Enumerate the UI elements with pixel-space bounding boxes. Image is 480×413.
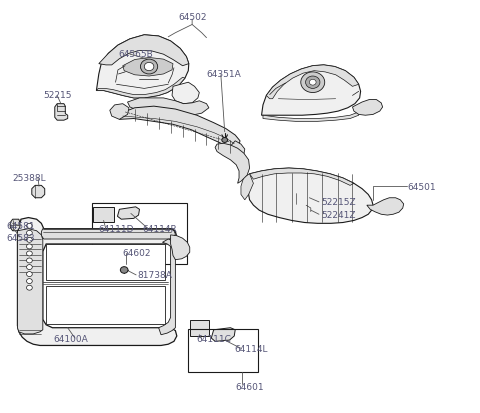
Circle shape [222,138,228,143]
Polygon shape [170,235,190,260]
Circle shape [144,63,154,71]
Polygon shape [110,104,129,120]
Text: 64111D: 64111D [99,225,134,234]
Text: 64114R: 64114R [142,225,177,234]
Text: 64501: 64501 [408,182,436,191]
Polygon shape [352,100,383,116]
Text: 64111C: 64111C [196,335,231,344]
Polygon shape [96,36,189,99]
Circle shape [306,77,320,89]
Polygon shape [123,58,173,77]
Text: 52215Z: 52215Z [322,198,356,207]
Circle shape [26,285,32,290]
Circle shape [26,252,32,256]
Bar [92,203,187,264]
Text: 64581: 64581 [6,222,35,231]
Polygon shape [295,206,311,215]
Text: 81738A: 81738A [137,270,172,279]
Text: 64100A: 64100A [53,335,88,344]
Circle shape [301,73,324,93]
Polygon shape [128,99,209,117]
Polygon shape [55,104,68,121]
Bar [46,244,165,280]
Circle shape [26,272,32,277]
Polygon shape [158,240,175,335]
Polygon shape [41,229,175,240]
Circle shape [26,279,32,284]
Polygon shape [263,113,359,122]
Polygon shape [99,36,189,66]
Polygon shape [96,78,185,99]
Circle shape [26,238,32,243]
Circle shape [26,259,32,263]
Bar [188,329,258,372]
Polygon shape [211,328,235,342]
Text: 25388L: 25388L [12,174,46,183]
Bar [93,208,114,222]
Polygon shape [249,169,373,224]
Polygon shape [215,144,250,184]
Text: 64114L: 64114L [234,344,268,353]
Circle shape [26,265,32,270]
Bar [46,286,165,324]
Polygon shape [172,83,199,104]
Circle shape [26,231,32,236]
Polygon shape [250,169,354,186]
Polygon shape [17,229,43,334]
Polygon shape [367,198,404,216]
Text: 64351A: 64351A [206,70,241,79]
Polygon shape [229,142,245,158]
Polygon shape [241,174,253,200]
Polygon shape [295,193,308,204]
Polygon shape [32,186,45,198]
Polygon shape [120,107,240,148]
Text: 64565B: 64565B [118,50,153,59]
Polygon shape [10,220,20,231]
Polygon shape [118,207,140,220]
Circle shape [26,244,32,249]
Text: 64602: 64602 [123,248,151,257]
Circle shape [120,267,128,273]
Circle shape [26,224,32,229]
Circle shape [310,80,316,86]
Text: 52215: 52215 [44,91,72,100]
Circle shape [141,60,157,75]
Text: 64583: 64583 [6,233,35,242]
Bar [190,320,209,336]
Polygon shape [262,66,360,116]
Text: 52241Z: 52241Z [322,210,356,219]
Text: 64502: 64502 [178,13,206,21]
Polygon shape [266,66,359,100]
Text: 64601: 64601 [235,382,264,391]
Polygon shape [17,218,177,346]
